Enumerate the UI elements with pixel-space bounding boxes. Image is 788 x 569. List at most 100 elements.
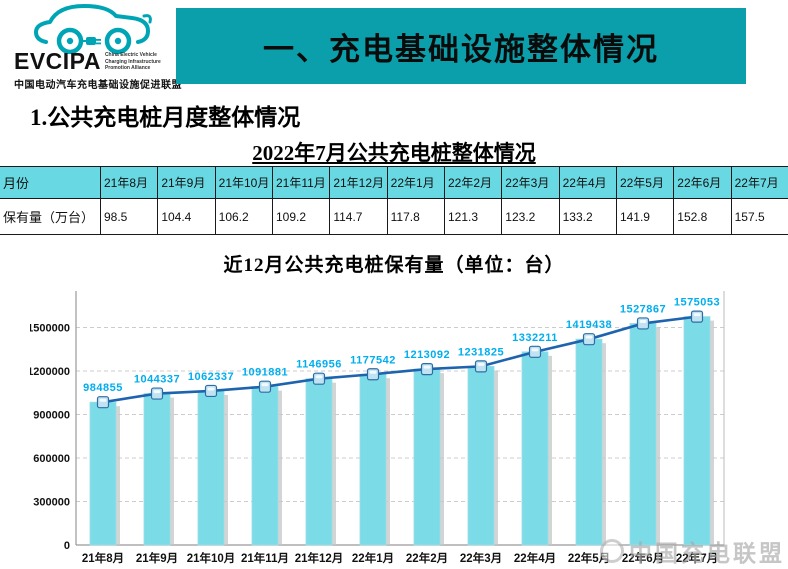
line-marker (474, 360, 488, 373)
bar (629, 323, 657, 546)
logo-subtext: China Electric Vehicle Charging Infrastr… (104, 52, 161, 71)
x-axis-tick-label: 22年6月 (622, 551, 664, 565)
line-marker (690, 310, 704, 323)
line-marker (636, 317, 650, 330)
line-marker (258, 380, 272, 393)
table-value-cell: 98.5 (99, 198, 159, 235)
data-label: 1091881 (242, 367, 288, 379)
table-value-row: 保有量（万台） 98.5 104.4 106.2 109.2 114.7 117… (0, 198, 788, 235)
line-marker (366, 368, 380, 381)
table-header-row: 月份 21年8月 21年9月 21年10月 21年11月 21年12月 22年1… (0, 166, 788, 199)
x-axis-tick-label: 22年5月 (568, 551, 610, 565)
table-header-cell: 21年9月 (157, 166, 216, 199)
y-axis-tick-label: 300000 (33, 497, 70, 509)
table-value-cell: 121.3 (443, 198, 503, 235)
bar-line-chart: 0 300000 600000 900000 1200000 1500000 984855 1… (27, 280, 788, 569)
y-axis-tick-label: 0 (64, 540, 70, 552)
x-axis-tick-label: 22年3月 (460, 551, 502, 565)
bar-shadow (710, 320, 714, 545)
bar-shadow (170, 397, 174, 545)
bar-shadow (278, 390, 282, 545)
table-value-cell: 157.5 (730, 198, 788, 235)
x-axis-tick-label: 21年10月 (187, 551, 236, 565)
data-label: 1332211 (512, 332, 558, 344)
bar (197, 390, 225, 546)
section-heading: 1.公共充电桩月度整体情况 (30, 105, 301, 130)
line-marker (150, 387, 164, 400)
table-header-cell: 22年4月 (558, 166, 617, 199)
data-label: 1146956 (296, 359, 342, 371)
line-marker (96, 396, 110, 409)
trend-line (102, 315, 698, 404)
table-value-cell: 123.2 (501, 198, 560, 235)
chart-title: 近12月公共充电桩保有量（单位：台） (223, 255, 565, 276)
bar-shadow (656, 327, 660, 545)
bar (683, 316, 711, 546)
bar (305, 378, 333, 546)
table-header-cell: 22年2月 (443, 166, 503, 199)
x-axis-tick-label: 21年8月 (82, 551, 124, 565)
data-label: 1527867 (620, 303, 666, 315)
data-label: 984855 (83, 382, 123, 394)
data-label: 1213092 (404, 349, 450, 361)
table-value-cell: 133.2 (558, 198, 617, 235)
table-value-cell: 保有量（万台） (0, 198, 101, 235)
bar-shadow (548, 355, 552, 545)
line-marker (582, 333, 596, 346)
x-axis-tick-label: 22年2月 (406, 551, 448, 565)
monthly-overview-table: 月份 21年8月 21年9月 21年10月 21年11月 21年12月 22年1… (0, 166, 788, 235)
bar-shadow (116, 406, 120, 545)
bar-shadow (602, 343, 606, 545)
logo-car-icon (34, 4, 152, 54)
banner-title: 一、充电基础设施整体情况 (263, 31, 659, 67)
table-header-cell: 21年10月 (214, 166, 273, 199)
table-header-cell: 月份 (0, 166, 101, 199)
x-axis-tick-label: 21年9月 (136, 551, 178, 565)
table-value-cell: 109.2 (271, 198, 331, 235)
bar (575, 338, 603, 546)
logo-cn-name: 中国电动汽车充电基础设施促进联盟 (14, 80, 182, 91)
y-axis-tick-label: 1200000 (30, 366, 70, 378)
table-value-cell: 152.8 (673, 198, 732, 235)
bar (143, 393, 171, 546)
table-header-cell: 22年3月 (501, 166, 560, 199)
data-label: 1062337 (188, 371, 234, 383)
data-label: 1419438 (566, 319, 612, 331)
table-header-cell: 22年7月 (730, 166, 788, 199)
table-header-cell: 22年5月 (615, 166, 675, 199)
data-label: 1231825 (458, 346, 504, 358)
logo-acronym: EVCIPA (14, 48, 101, 74)
bar (359, 373, 387, 546)
line-marker (312, 372, 326, 385)
table-header-cell: 21年8月 (99, 166, 159, 199)
data-label: 1177542 (350, 354, 396, 366)
y-axis-tick-label: 900000 (33, 410, 70, 422)
x-axis-tick-label: 22年7月 (676, 551, 718, 565)
x-axis-tick-label: 22年1月 (352, 551, 394, 565)
x-axis-tick-label: 21年12月 (295, 551, 344, 565)
line-marker (528, 345, 542, 358)
bar-shadow (386, 378, 390, 545)
table-header-cell: 21年12月 (329, 166, 388, 199)
bar (467, 365, 495, 546)
y-axis-tick-label: 1500000 (30, 323, 70, 335)
bar (521, 351, 549, 546)
bar (89, 401, 117, 546)
table-value-cell: 141.9 (615, 198, 675, 235)
bar-shadow (332, 382, 336, 545)
bar-shadow (440, 373, 444, 545)
x-axis-tick-label: 22年4月 (514, 551, 556, 565)
bar (413, 368, 441, 546)
x-axis-tick-label: 21年11月 (241, 551, 289, 565)
data-label: 1044337 (134, 374, 180, 386)
evcipa-logo: EVCIPA China Electric Vehicle Charging I… (14, 2, 182, 94)
table-value-cell: 106.2 (214, 198, 273, 235)
table-header-cell: 21年11月 (271, 166, 331, 199)
section-banner: 一、充电基础设施整体情况 (176, 8, 746, 84)
table-value-cell: 114.7 (329, 198, 388, 235)
table-header-cell: 22年1月 (386, 166, 445, 199)
table-value-cell: 117.8 (386, 198, 445, 235)
y-axis-tick-label: 600000 (33, 453, 70, 465)
bar-shadow (224, 394, 228, 545)
